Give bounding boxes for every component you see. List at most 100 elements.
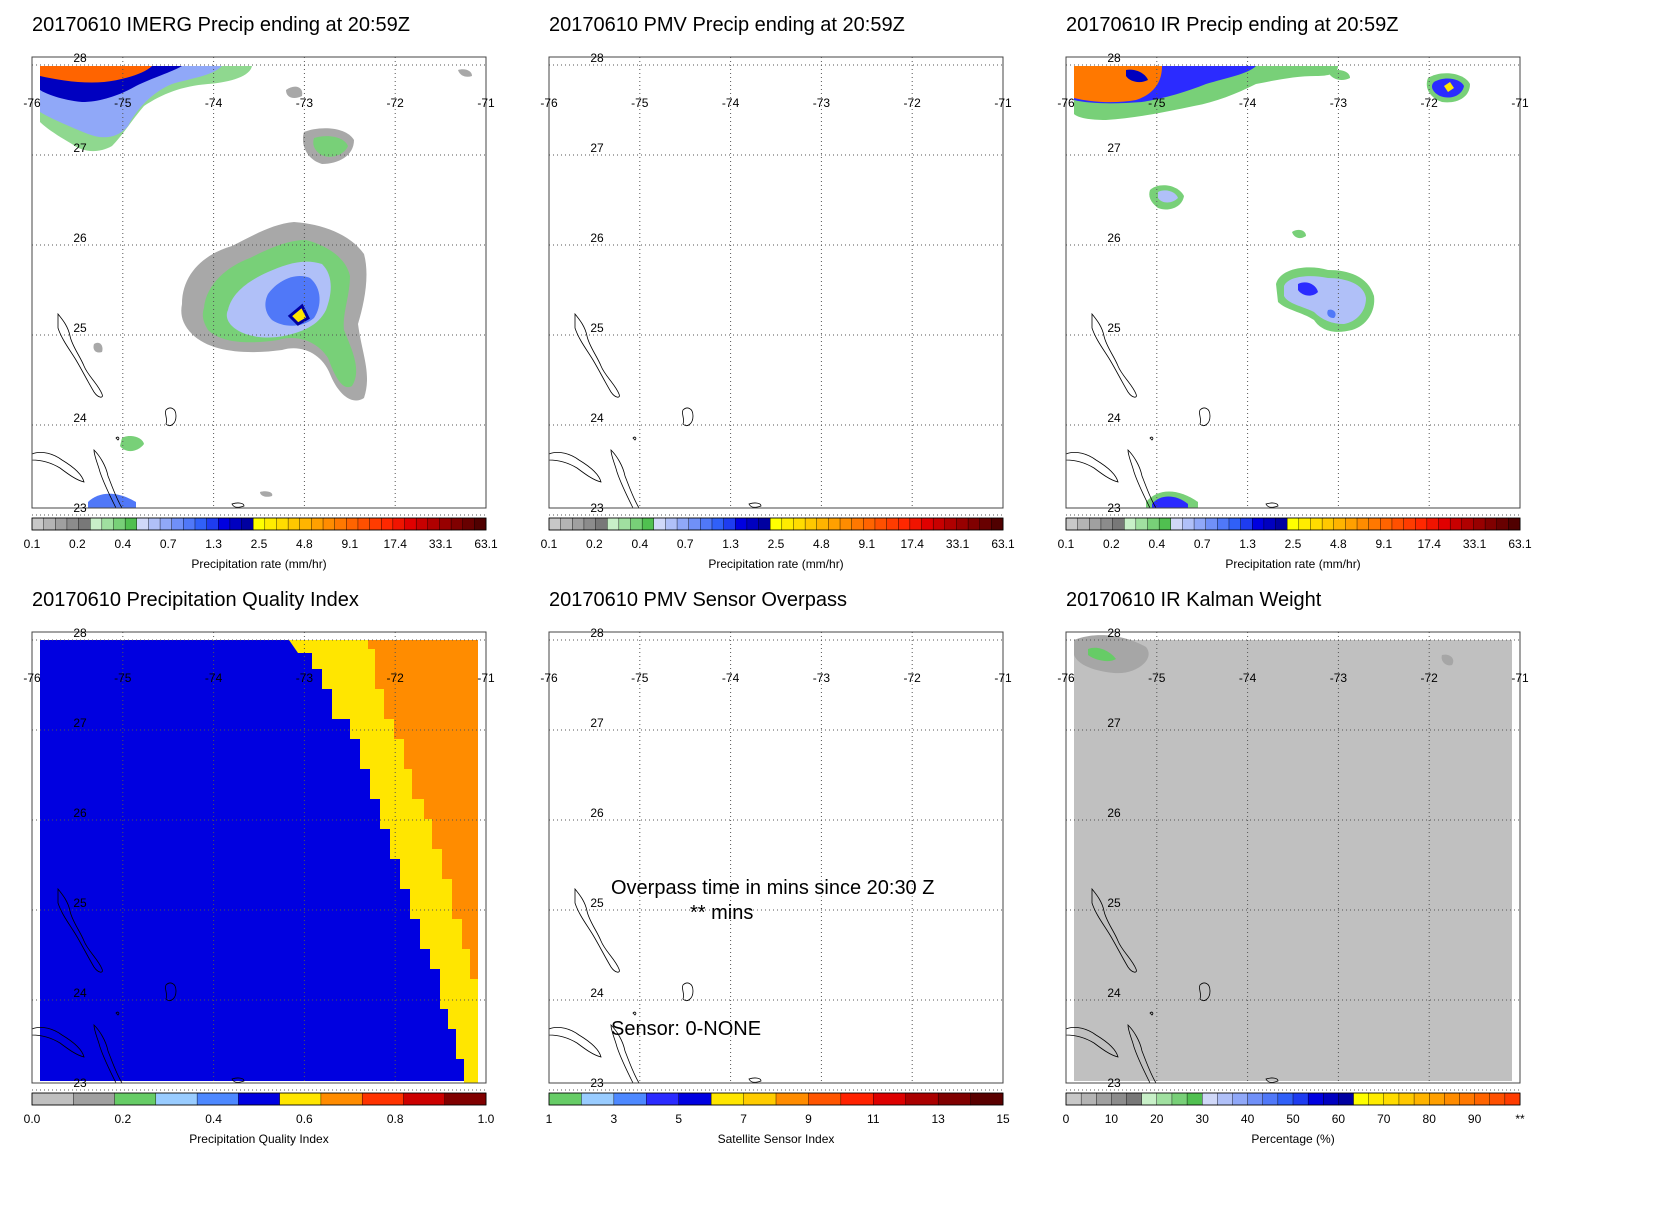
colorbar-swatch [1368,517,1381,531]
map-frame [31,56,487,509]
colorbar-swatch [1141,1092,1158,1106]
panel-title: 20170610 IR Precip ending at 20:59Z [1066,14,1399,36]
colorbar-title: Precipitation rate (mm/hr) [708,557,843,571]
coastline-segment [115,436,120,441]
colorbar-swatch [404,517,417,531]
colorbar-swatch [1201,1092,1218,1106]
panel-imerg-precip: 20170610 IMERG Precip ending at 20:59Z -… [23,14,572,604]
colorbar-swatch [218,517,231,531]
colorbar-tick-label: 0.7 [677,537,694,551]
colorbar-swatch [101,517,114,531]
colorbar-swatch [1111,1092,1128,1106]
colorbar-swatch [194,517,208,531]
colorbar-swatch [1438,517,1451,531]
colorbar-tick-label: 2.5 [1285,537,1302,551]
colorbar-swatch [710,1092,745,1106]
colorbar-tick-label: 70 [1377,1112,1391,1126]
colorbar-swatch [392,517,406,531]
colorbar-tick-label: 1.0 [478,1112,495,1126]
colorbar-tick-label: 17.4 [384,537,408,551]
colorbar-swatch [630,517,643,531]
colorbar-swatch [956,517,969,531]
lon-tick-label: -75 [1148,671,1166,685]
map-frame [1065,631,1521,1084]
precip-area-intense [40,66,152,83]
colorbar-swatch [474,517,487,531]
lon-tick-label: -76 [540,671,558,685]
precip-peak [1444,82,1454,92]
colorbar-swatch [346,517,359,531]
lon-tick-label: -76 [23,671,41,685]
coastline-segment [1199,982,1211,1001]
kalman-weight-field [1074,640,1512,1081]
colorbar-swatch [581,1092,615,1106]
colorbar-tick-label: 20 [1150,1112,1164,1126]
lon-tick-label: -75 [114,671,132,685]
colorbar-swatch [1252,517,1265,531]
lat-tick-label: 28 [73,51,87,65]
colorbar-swatch [276,517,289,531]
coastline-segment [231,1077,245,1083]
colorbar-swatch [1310,517,1323,531]
colorbar-swatch [1089,517,1102,531]
colorbar-tick-label: 63.1 [1508,537,1532,551]
map-area: -76 -75 -74 -73 -72 -71 28 27 26 25 24 23 [23,626,495,1091]
colorbar-swatch [905,1092,939,1106]
coastline [548,312,762,509]
coastline-segment [1149,1011,1154,1016]
colorbar: 0.1 0.2 0.4 0.7 1.3 2.5 4.8 9.1 17.4 33.1 63.1 Prec… [24,517,498,571]
lat-tick-label: 28 [590,626,604,640]
lat-tick-label: 24 [590,986,604,1000]
colorbar-swatch [793,517,806,531]
map-grid [549,57,1003,516]
colorbar-swatch [1298,517,1311,531]
colorbar-swatch [403,1092,446,1106]
colorbar-swatch [1217,517,1230,531]
lon-tick-label: -74 [205,671,223,685]
colorbar-tick-label: 30 [1196,1112,1210,1126]
lat-tick-label: 25 [73,896,87,910]
colorbar-swatch [1170,517,1183,531]
lat-tick-label: 25 [1107,896,1121,910]
colorbar-title: Satellite Sensor Index [718,1132,835,1146]
colorbar-swatch [1205,517,1218,531]
colorbar-swatch [1286,517,1300,531]
colorbar-swatch [1112,517,1125,531]
coastline-segment [632,1011,637,1016]
colorbar-swatch [979,517,992,531]
colorbar-tick-label: 33.1 [429,537,453,551]
lat-tick-label: 27 [1107,141,1121,155]
map-area: -76 -75 -74 -73 -72 -71 28 27 26 25 24 23 [23,51,495,516]
panel-sensor-overpass: 20170610 PMV Sensor Overpass -76 -75 -74 -7… [540,589,1089,1179]
lon-tick-label: -76 [1057,671,1075,685]
precip-area-trace [458,69,472,77]
colorbar-swatch [676,517,690,531]
coastline-segment [1265,1077,1279,1083]
colorbar-swatch [1182,517,1195,531]
colorbar-tick-label: 3 [611,1112,618,1126]
panel-figure: -76 -75 -74 -73 -72 -71 28 27 26 25 24 23 0 10 20 30 40 5… [1057,626,1529,1146]
map-area: -76 -75 -74 -73 -72 -71 28 27 26 25 24 23 [540,626,1012,1091]
lat-tick-label: 27 [590,141,604,155]
colorbar-swatch [607,517,620,531]
colorbar-title: Percentage (%) [1251,1132,1334,1146]
colorbar-swatch [279,1092,322,1106]
coastline-segment [748,502,762,508]
lon-tick-label: -72 [1421,96,1439,110]
colorbar-tick-label: 4.8 [296,537,313,551]
colorbar-swatch [746,517,760,531]
colorbar-tick-label: 4.8 [1330,537,1347,551]
colorbar-swatch [252,517,266,531]
precip-area-light [120,436,144,452]
colorbar-tick-label: 0.4 [1148,537,1165,551]
lat-tick-label: 23 [590,501,604,515]
colorbar-swatch [238,1092,281,1106]
colorbar-swatch [839,517,853,531]
colorbar-swatch [1096,1092,1112,1106]
colorbar-swatch [1398,1092,1415,1106]
colorbar-swatch [560,517,573,531]
colorbar-frame [31,1092,487,1106]
colorbar-swatch [711,517,725,531]
colorbar-swatch [743,1092,777,1106]
